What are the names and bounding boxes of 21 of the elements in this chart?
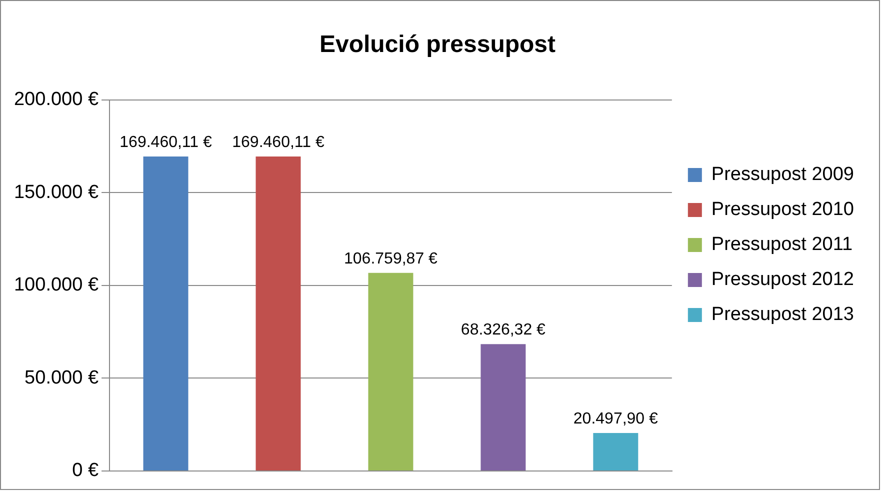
y-tick-label: 50.000 € (24, 367, 99, 388)
legend-label: Pressupost 2013 (711, 304, 854, 326)
data-label: 20.497,90 € (573, 410, 658, 428)
legend-label: Pressupost 2012 (711, 269, 854, 290)
chart-title: Evolució pressupost (319, 31, 556, 58)
y-tick-label: 200.000 € (14, 89, 99, 110)
data-label: 68.326,32 € (460, 322, 546, 339)
bar (256, 156, 301, 470)
legend-label: Pressupost 2010 (711, 199, 854, 220)
y-tick-label: 150.000 € (14, 182, 99, 203)
y-tick-label: 0 € (72, 460, 99, 482)
legend-label: Pressupost 2011 (711, 234, 853, 256)
data-label: 106.759,87 € (344, 250, 438, 268)
data-label: 169.460,11 € (120, 134, 212, 151)
data-label: 169.460,11 € (232, 134, 324, 151)
bar (480, 344, 526, 470)
bar (593, 432, 638, 470)
legend-label: Pressupost 2009 (711, 164, 854, 186)
y-tick-label: 100.000 € (14, 274, 99, 296)
bar (143, 156, 188, 470)
bar (368, 272, 414, 470)
